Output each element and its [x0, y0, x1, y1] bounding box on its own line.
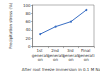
svg-text:20: 20 — [25, 36, 31, 41]
svg-text:on: on — [53, 57, 58, 62]
svg-text:generati: generati — [47, 52, 64, 58]
svg-text:on: on — [84, 57, 89, 62]
svg-text:100: 100 — [23, 3, 31, 8]
svg-text:generati: generati — [77, 52, 95, 58]
svg-text:60: 60 — [25, 19, 31, 24]
svg-text:0: 0 — [28, 44, 31, 49]
svg-text:40: 40 — [25, 27, 31, 32]
svg-text:2nd: 2nd — [51, 48, 60, 54]
svg-text:After root freeze immersion in: After root freeze immersion in 0.1 M NaC… — [22, 67, 100, 72]
svg-text:on: on — [38, 57, 43, 62]
svg-text:80: 80 — [25, 11, 31, 16]
svg-text:Precipitation stress (%): Precipitation stress (%) — [8, 2, 13, 49]
svg-text:generati: generati — [31, 52, 49, 58]
svg-text:1st: 1st — [36, 48, 44, 54]
svg-text:3rd: 3rd — [67, 48, 75, 54]
svg-text:Final: Final — [81, 48, 92, 54]
svg-text:generati: generati — [62, 52, 80, 58]
svg-text:on: on — [68, 57, 73, 62]
